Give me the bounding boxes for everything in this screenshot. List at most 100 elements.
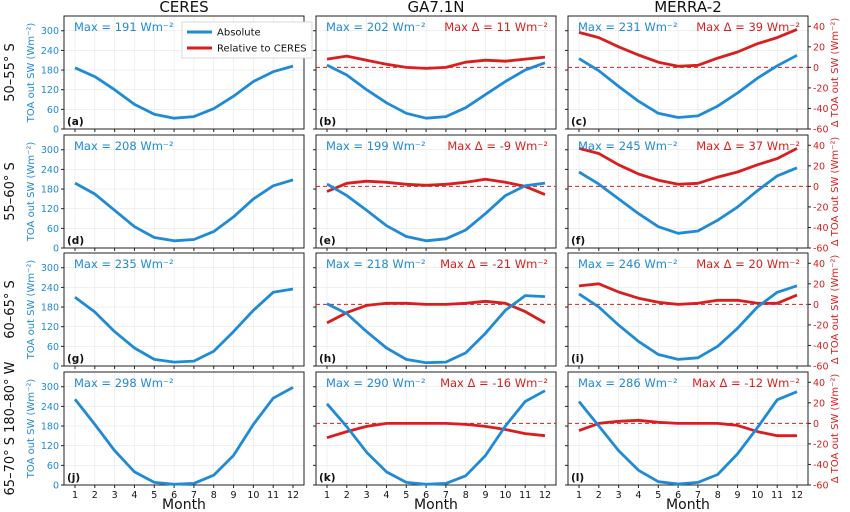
x-axis-label: Month [666, 497, 710, 512]
panel-frame [567, 15, 809, 130]
y-delta-tick-label: 0 [813, 419, 819, 430]
panel-letter: (a) [67, 116, 84, 128]
row-label-0: 50–55° S [3, 43, 18, 101]
legend-box [181, 21, 313, 59]
right-y-axis-label: Δ TOA out SW (Wm⁻²) [830, 137, 841, 247]
y-delta-tick-label: 0 [813, 63, 819, 74]
max-delta-annotation: Max Δ = 37 Wm⁻² [696, 139, 800, 153]
series-relative-line [326, 299, 546, 325]
max-annotation: Max = 245 Wm⁻² [578, 139, 678, 153]
panel-frame [63, 252, 305, 367]
y-delta-tick-label: 0 [813, 182, 819, 193]
series-absolute-line [73, 386, 294, 486]
y-tick-label: 0 [53, 244, 59, 255]
max-annotation: Max = 208 Wm⁻² [74, 139, 174, 153]
y-tick-label: 240 [41, 402, 59, 413]
max-annotation: Max = 191 Wm⁻² [74, 20, 174, 34]
max-annotation: Max = 298 Wm⁻² [74, 376, 174, 390]
series-absolute-line [326, 61, 546, 120]
max-annotation: Max = 199 Wm⁻² [326, 139, 426, 153]
x-tick-label: 2 [344, 490, 350, 501]
series-relative-line [578, 28, 798, 68]
max-annotation: Max = 231 Wm⁻² [578, 20, 678, 34]
x-tick-label: 6 [423, 490, 429, 501]
column-title-0: CERES [159, 0, 208, 16]
series-absolute-line [325, 389, 546, 486]
panel-3: 0 60 120 180 240 300 Max = 208 Wm⁻² (d) [41, 134, 305, 255]
x-tick-label: 6 [675, 490, 681, 501]
x-tick-label: 11 [519, 490, 531, 501]
y-tick-label: 180 [41, 303, 59, 314]
y-delta-tick-label: 20 [813, 161, 825, 172]
right-y-axis-label: Δ TOA out SW (Wm⁻²) [830, 255, 841, 365]
y-delta-tick-label: -40 [813, 460, 829, 471]
x-tick-label: 10 [247, 490, 259, 501]
panel-letter: (e) [319, 235, 336, 247]
panel-letter: (g) [67, 353, 84, 365]
x-tick-label: 12 [539, 490, 551, 501]
x-tick-label: 9 [231, 490, 237, 501]
x-tick-label: 8 [211, 490, 217, 501]
max-delta-annotation: Max Δ = -9 Wm⁻² [447, 139, 548, 153]
panel-frame [567, 134, 809, 249]
series-absolute-line [578, 166, 798, 235]
panel-letter: (k) [319, 472, 336, 484]
max-annotation: Max = 202 Wm⁻² [326, 20, 426, 34]
left-y-axis-label: TOA out SW (Wm⁻²) [26, 379, 37, 480]
panel-8: -60 -40 -20 0 20 40 Max = 246 Wm⁻² Max Δ = 20 W… [565, 252, 829, 373]
left-y-axis-label: TOA out SW (Wm⁻²) [26, 142, 37, 243]
panel-6: 0 60 120 180 240 300 Max = 235 Wm⁻² (g) [41, 252, 305, 373]
series-absolute-line [74, 287, 294, 364]
series-absolute-line [326, 294, 546, 365]
panel-4: Max = 199 Wm⁻² Max Δ = -9 Wm⁻² (e) [313, 134, 557, 251]
y-tick-label: 0 [53, 362, 59, 373]
panel-1: Max = 202 Wm⁻² Max Δ = 11 Wm⁻² (b) [313, 15, 557, 132]
row-label-1: 55–60° S [3, 162, 18, 220]
x-tick-label: 3 [112, 490, 118, 501]
y-delta-tick-label: -20 [813, 202, 829, 213]
series-absolute-line [74, 178, 294, 243]
x-tick-label: 2 [92, 490, 98, 501]
y-delta-tick-label: -60 [813, 125, 829, 136]
max-annotation: Max = 286 Wm⁻² [578, 376, 678, 390]
y-delta-tick-label: -40 [813, 341, 829, 352]
panel-frame [63, 134, 305, 249]
column-title-2: MERRA-2 [654, 0, 722, 16]
y-tick-label: 300 [41, 145, 59, 156]
x-tick-label: 9 [735, 490, 741, 501]
panel-5: -60 -40 -20 0 20 40 Max = 245 Wm⁻² Max Δ = 37 W… [565, 134, 829, 255]
x-tick-label: 11 [771, 490, 783, 501]
x-tick-label: 8 [715, 490, 721, 501]
x-tick-label: 9 [483, 490, 489, 501]
y-tick-label: 240 [41, 283, 59, 294]
column-title-1: GA7.1N [408, 0, 465, 16]
y-tick-label: 60 [47, 105, 59, 116]
panel-2: -60 -40 -20 0 20 40 Max = 231 Wm⁻² Max Δ = 39 W… [565, 15, 829, 136]
x-tick-label: 12 [791, 490, 803, 501]
series-absolute-line [577, 390, 798, 486]
y-tick-label: 300 [41, 26, 59, 37]
left-y-axis-label: TOA out SW (Wm⁻²) [26, 23, 37, 124]
max-annotation: Max = 218 Wm⁻² [326, 257, 426, 271]
x-tick-label: 5 [655, 490, 661, 501]
x-tick-label: 4 [383, 490, 389, 501]
y-tick-label: 300 [41, 263, 59, 274]
y-delta-tick-label: -60 [813, 481, 829, 492]
series-absolute-line [326, 181, 546, 243]
x-tick-label: 8 [463, 490, 469, 501]
y-delta-tick-label: 20 [813, 279, 825, 290]
series-relative-line [578, 418, 797, 438]
panel-frame [315, 134, 557, 249]
row-label-3: 65–70° S 180–80° W [3, 361, 18, 495]
x-tick-label: 11 [267, 490, 279, 501]
series-relative-line [326, 422, 546, 440]
panel-7: Max = 218 Wm⁻² Max Δ = -21 Wm⁻² (h) [313, 252, 557, 369]
x-tick-label: 5 [151, 490, 157, 501]
panel-letter: (l) [571, 472, 584, 484]
panel-frame [315, 15, 557, 130]
series-relative-line [578, 147, 798, 186]
left-y-axis-label: TOA out SW (Wm⁻²) [26, 260, 37, 361]
right-y-axis-label: Δ TOA out SW (Wm⁻²) [830, 18, 841, 128]
y-tick-label: 180 [41, 66, 59, 77]
